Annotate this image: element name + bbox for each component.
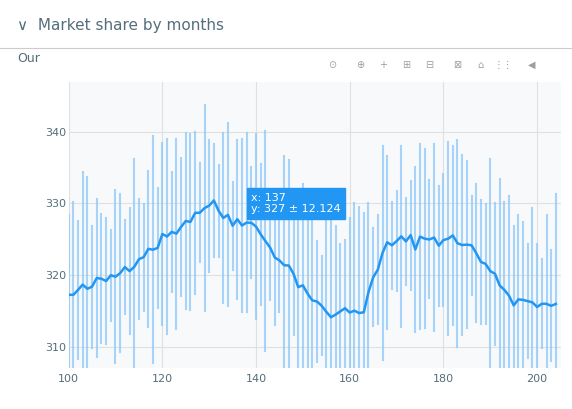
Text: x: 137
y: 327 ± 12.124: x: 137 y: 327 ± 12.124: [251, 193, 341, 214]
Text: ⊞: ⊞: [402, 60, 410, 70]
Text: ◀: ◀: [528, 60, 536, 70]
Text: ⋮⋮: ⋮⋮: [494, 60, 513, 70]
Text: ⊙: ⊙: [328, 60, 336, 70]
Text: ∨  Market share by months: ∨ Market share by months: [17, 18, 224, 34]
Text: ⌂: ⌂: [478, 60, 483, 70]
Text: ⊠: ⊠: [454, 60, 462, 70]
Text: +: +: [379, 60, 387, 70]
Text: Our: Our: [17, 52, 40, 65]
Text: ⊟: ⊟: [425, 60, 433, 70]
Text: ⊕: ⊕: [356, 60, 364, 70]
